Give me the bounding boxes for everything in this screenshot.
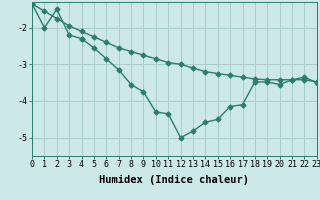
X-axis label: Humidex (Indice chaleur): Humidex (Indice chaleur) (100, 175, 249, 185)
